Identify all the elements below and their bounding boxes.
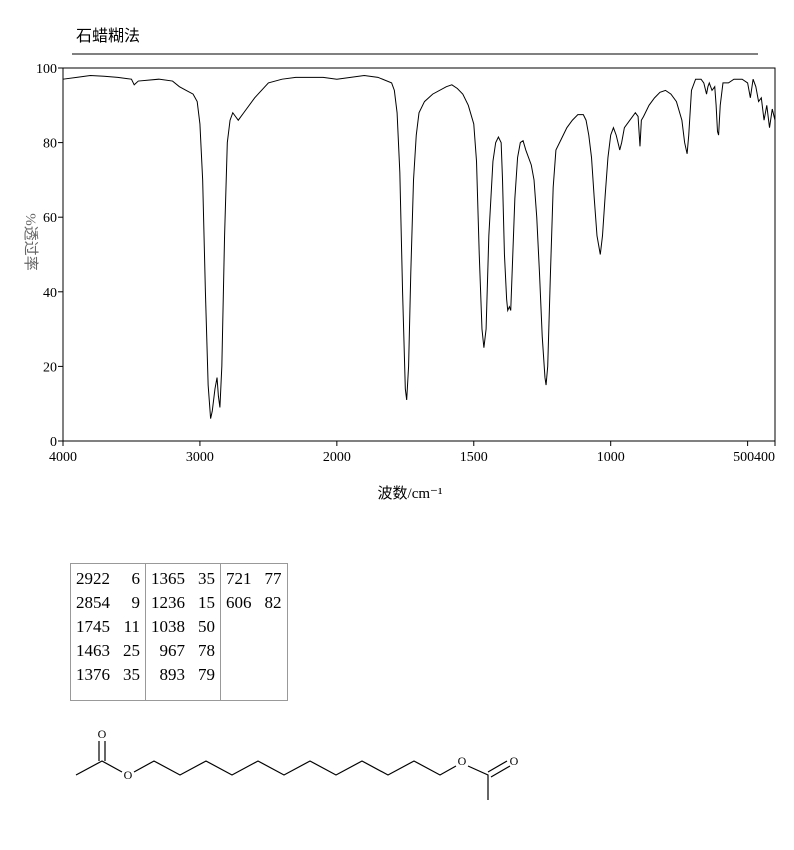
x-tick-label: 1500 [460, 450, 488, 465]
peak-table: 2922 6 2854 9 1745 11 1463 25 1376 35 1365 35 1236 15… [70, 563, 288, 701]
x-tick-label: 500 [733, 450, 754, 465]
peak-entry: 893 79 [151, 663, 216, 687]
x-axis-label: 波数/cm⁻¹ [378, 485, 443, 502]
chart: 石蜡糊法 波数/cm⁻¹ %透过率 0 20 40 60 80 100 4000 3000 20… [22, 27, 776, 502]
peak-wavenumber: 1463 [76, 641, 110, 660]
y-tick-label: 100 [36, 62, 57, 77]
peak-wavenumber: 1038 [151, 617, 185, 636]
peak-entry: 1038 50 [151, 615, 215, 639]
y-axis-label: %透过率 [22, 213, 39, 271]
peak-transmittance: 78 [198, 641, 215, 660]
atom-label: O [510, 754, 519, 768]
atom-label: O [124, 768, 133, 782]
peak-column: 721 77 606 82 [220, 563, 288, 701]
skeleton [75, 741, 511, 800]
peak-transmittance: 82 [264, 593, 282, 612]
peak-column: 1365 35 1236 15 1038 50 967 78 893 79 [145, 563, 221, 701]
plot-frame [62, 67, 776, 442]
peak-wavenumber: 2854 [76, 593, 110, 612]
peak-wavenumber: 967 [159, 641, 186, 660]
peak-entry: 721 77 [226, 567, 282, 591]
peak-transmittance: 9 [131, 593, 141, 612]
peak-table-row: 2922 6 2854 9 1745 11 1463 25 1376 35 1365 35 1236 15… [70, 563, 288, 701]
peak-column: 2922 6 2854 9 1745 11 1463 25 1376 35 [70, 563, 146, 701]
x-tick-label: 4000 [49, 450, 77, 465]
x-tick-label: 1000 [597, 450, 625, 465]
peak-wavenumber: 606 [226, 593, 252, 612]
x-tick-label: 3000 [186, 450, 214, 465]
y-tick-label: 80 [43, 137, 57, 152]
peak-transmittance: 15 [198, 593, 215, 612]
peak-transmittance: 25 [123, 641, 140, 660]
peak-wavenumber: 2922 [76, 569, 110, 588]
y-tick-label: 20 [43, 360, 57, 375]
atom-label: O [98, 727, 107, 741]
chart-title: 石蜡糊法 [76, 27, 140, 45]
peak-entry: 1463 25 [76, 639, 140, 663]
y-tick-label: 0 [50, 435, 57, 450]
spectrum-line [62, 74, 776, 419]
peak-transmittance: 79 [198, 665, 215, 684]
peak-wavenumber: 893 [159, 665, 186, 684]
peak-transmittance: 50 [198, 617, 215, 636]
peak-transmittance: 35 [198, 569, 215, 588]
peak-entry: 2854 9 [76, 591, 140, 615]
peak-entry: 1365 35 [151, 567, 215, 591]
peak-entry: 967 78 [151, 639, 216, 663]
peak-wavenumber: 1236 [151, 593, 185, 612]
atom-label: O [458, 754, 467, 768]
x-tick-label: 2000 [323, 450, 351, 465]
peak-wavenumber: 1376 [76, 665, 110, 684]
peak-entry: 1236 15 [151, 591, 215, 615]
peak-entry: 1376 35 [76, 663, 140, 687]
y-tick-label: 60 [43, 211, 57, 226]
peak-wavenumber: 1365 [151, 569, 185, 588]
peak-transmittance: 11 [123, 617, 140, 636]
y-tick-label: 40 [43, 286, 57, 301]
peak-entry: 2922 6 [76, 567, 140, 591]
peak-entry: 1745 11 [76, 615, 140, 639]
x-tick-label: 400 [754, 450, 775, 465]
peak-entry: 606 82 [226, 591, 282, 615]
peak-wavenumber: 721 [226, 569, 252, 588]
peak-transmittance: 77 [264, 569, 282, 588]
peak-transmittance: 6 [131, 569, 141, 588]
peak-wavenumber: 1745 [76, 617, 110, 636]
peak-transmittance: 35 [123, 665, 140, 684]
